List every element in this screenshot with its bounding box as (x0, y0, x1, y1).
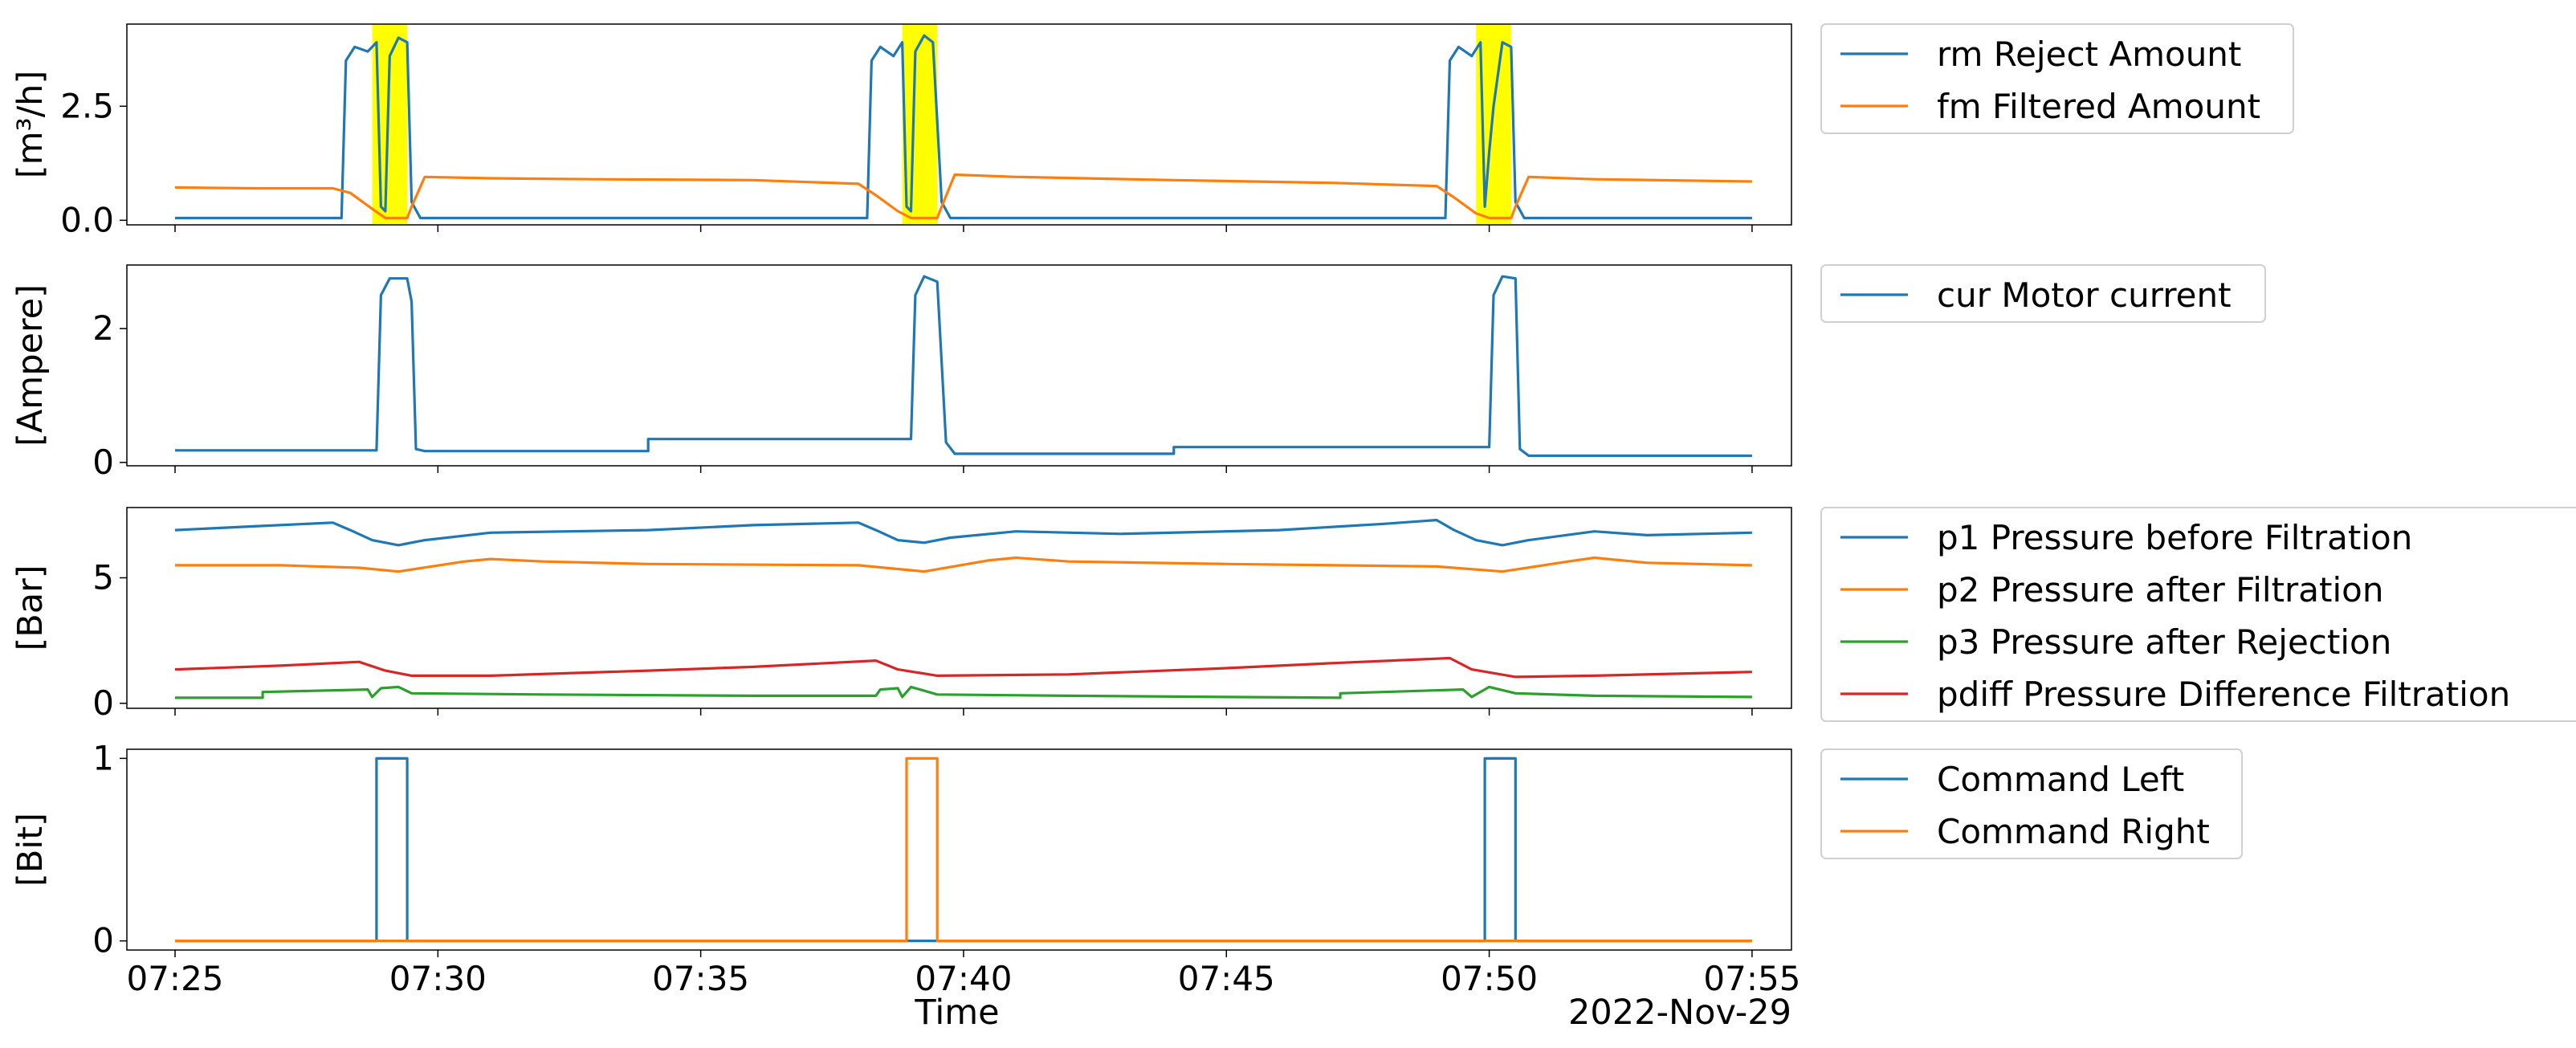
x-tick-label: 07:40 (915, 959, 1012, 998)
x-tick-label: 07:35 (652, 959, 749, 998)
series-line-2-2 (175, 685, 1752, 699)
x-tick-label: 07:50 (1441, 959, 1538, 998)
y-axis-title: [Bit] (10, 813, 51, 887)
legend-box (1820, 23, 2294, 134)
plot-frame (126, 23, 1792, 226)
legend-label: Command Right (1937, 812, 2210, 851)
subplot-pressure: 0 5 [Bar] p1 Pressure before Filtration p2 P… (10, 507, 2576, 723)
y-tick-label: 1 (92, 738, 114, 777)
series-line-3-0 (175, 756, 1752, 943)
series-line-2-0 (174, 519, 1752, 547)
plot-frame (126, 264, 1792, 467)
x-axis-title: Time (914, 993, 999, 1033)
x-axis-date-label: 2022-Nov-29 (1568, 993, 1791, 1033)
legend-label: rm Reject Amount (1937, 35, 2241, 74)
y-axis-title: [m³/h] (10, 71, 51, 178)
y-tick-label: 0 (92, 442, 114, 482)
legend-label: p3 Pressure after Rejection (1937, 622, 2391, 662)
plot-frame (126, 507, 1792, 709)
series-line-0-1 (174, 173, 1752, 220)
legend-label: p1 Pressure before Filtration (1937, 518, 2412, 557)
legend-label: fm Filtered Amount (1937, 87, 2260, 126)
series-line-1-0 (175, 275, 1752, 458)
legend-box (1820, 264, 2266, 323)
x-tick-label: 07:30 (389, 959, 487, 998)
plot-frame (126, 748, 1792, 951)
subplot-current: 0 2 [Ampere] cur Motor current (10, 264, 2266, 482)
y-tick-label: 0.0 (60, 200, 114, 239)
series-line-0-0 (175, 34, 1752, 220)
y-axis-title: [Ampere] (10, 284, 51, 447)
series-line-2-1 (175, 556, 1752, 573)
series-line-3-1 (175, 756, 1752, 943)
highlight-span-1 (902, 24, 938, 225)
y-axis-title: [Bar] (10, 565, 51, 650)
legend-box (1820, 507, 2576, 722)
legend-box (1820, 748, 2243, 859)
y-tick-label: 2.5 (60, 86, 114, 125)
legend-label: p2 Pressure after Filtration (1937, 570, 2384, 610)
legend-label: cur Motor current (1937, 275, 2232, 315)
subplot-command: 0 1 [Bit] 07:25 07:30 07:35 07:40 07:45 07:50 07:… (10, 738, 2243, 998)
y-tick-label: 0 (92, 683, 114, 723)
y-tick-label: 5 (92, 558, 114, 597)
subplot-flow: 0.0 2.5[m³/h] rm Reject Amount fm Filtered … (10, 23, 2294, 239)
series-line-2-3 (174, 656, 1752, 679)
x-tick-label: 07:45 (1178, 959, 1275, 998)
legend-label: Command Left (1937, 760, 2184, 799)
x-tick-label: 07:25 (126, 959, 223, 998)
y-tick-label: 2 (92, 308, 114, 348)
legend-label: pdiff Pressure Difference Filtration (1937, 675, 2510, 714)
y-tick-label: 0 (92, 921, 114, 960)
x-tick-label: 07:55 (1703, 959, 1800, 998)
